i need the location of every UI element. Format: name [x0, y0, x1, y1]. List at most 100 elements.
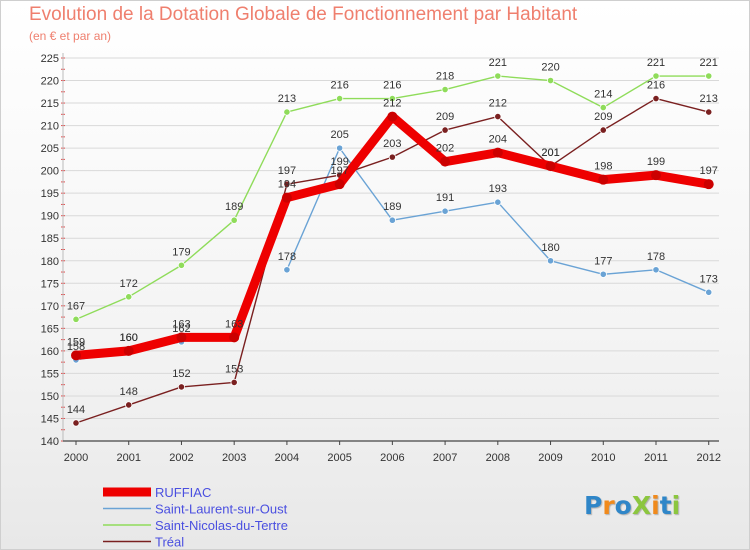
data-label: 218: [436, 71, 454, 83]
y-tick-label: 215: [41, 98, 59, 110]
data-label: 198: [594, 161, 612, 173]
data-label: 212: [489, 98, 507, 110]
logo-letter: i: [651, 491, 660, 520]
y-tick-label: 160: [41, 346, 59, 358]
data-label: 209: [594, 111, 612, 123]
data-point: [388, 94, 396, 103]
data-label: 213: [278, 93, 296, 105]
data-label: 201: [541, 147, 559, 159]
data-point: [651, 170, 661, 181]
data-label: 179: [172, 246, 190, 258]
data-point: [599, 126, 607, 134]
legend-label: Tréal: [155, 535, 184, 550]
proxiti-logo: ProXiti: [584, 491, 680, 520]
data-point: [72, 315, 80, 323]
series-ruffiac: [71, 111, 714, 361]
data-point: [123, 345, 134, 356]
logo-letter: t: [659, 491, 672, 520]
data-point: [494, 198, 502, 206]
data-point: [599, 103, 607, 112]
data-point: [492, 147, 503, 158]
data-label: 177: [594, 255, 612, 267]
data-label: 209: [436, 111, 454, 123]
x-tick-label: 2008: [486, 452, 510, 464]
data-label: 214: [594, 89, 612, 101]
data-label: 160: [120, 332, 138, 344]
y-tick-label: 180: [41, 256, 59, 268]
logo-letter: o: [614, 491, 632, 520]
chart-title: Evolution de la Dotation Globale de Fonc…: [29, 4, 578, 25]
data-label: 197: [330, 165, 348, 177]
x-tick-label: 2001: [116, 452, 140, 464]
logo-letter: P: [584, 491, 603, 520]
data-label: 172: [120, 278, 138, 290]
x-tick-label: 2009: [538, 452, 562, 464]
data-point: [230, 378, 238, 387]
data-point: [599, 270, 607, 278]
data-point: [388, 153, 396, 161]
data-point: [598, 174, 609, 185]
x-tick-label: 2004: [275, 452, 299, 464]
data-point: [441, 85, 449, 94]
data-point: [334, 179, 345, 190]
data-label: 180: [541, 242, 559, 254]
x-tick-label: 2000: [64, 452, 88, 464]
data-point: [283, 266, 291, 274]
data-point: [336, 144, 344, 152]
y-tick-label: 155: [41, 368, 59, 380]
data-label: 213: [700, 93, 718, 105]
y-tick-label: 170: [41, 301, 59, 313]
data-label: 203: [383, 138, 401, 150]
series-saint-nicolas-du-tertre: [72, 72, 713, 323]
data-point: [705, 288, 713, 296]
y-tick-label: 210: [41, 121, 59, 133]
y-tick-label: 225: [41, 53, 59, 65]
data-label: 163: [225, 318, 243, 330]
data-label: 204: [489, 134, 507, 146]
data-label: 167: [67, 300, 85, 312]
y-tick-label: 165: [41, 323, 59, 335]
chart-subtitle: (en € et par an): [29, 29, 112, 43]
axis-layer: 1401451501551601651701751801851901952002…: [41, 53, 721, 464]
data-label: 212: [383, 98, 401, 110]
data-point: [125, 293, 133, 301]
data-label: 220: [541, 62, 559, 74]
data-label: 221: [489, 57, 507, 69]
data-point: [176, 332, 187, 343]
data-label: 158: [67, 341, 85, 353]
data-label: 173: [700, 273, 718, 285]
y-tick-label: 140: [41, 436, 59, 448]
data-label: 216: [383, 80, 401, 92]
data-label: 221: [700, 57, 718, 69]
data-label: 199: [330, 156, 348, 168]
data-label: 152: [172, 368, 190, 380]
logo-letter: r: [602, 491, 615, 520]
data-point: [281, 192, 292, 203]
y-tick-label: 150: [41, 391, 59, 403]
series-layer: [71, 72, 714, 427]
data-label: 148: [120, 386, 138, 398]
data-label: 163: [172, 318, 190, 330]
data-point: [440, 156, 451, 167]
series-line: [71, 112, 714, 360]
data-label: 189: [225, 201, 243, 213]
data-label: 189: [383, 201, 401, 213]
x-tick-label: 2007: [433, 452, 457, 464]
data-point: [652, 266, 660, 274]
data-label: 199: [647, 156, 665, 168]
data-label: 153: [225, 363, 243, 375]
data-point: [283, 180, 291, 188]
y-tick-label: 145: [41, 413, 59, 425]
data-label: 216: [330, 80, 348, 92]
legend: RUFFIAC Saint-Laurent-sur-OustSaint-Nicol…: [103, 485, 288, 549]
x-tick-label: 2003: [222, 452, 246, 464]
data-point: [652, 94, 660, 103]
y-tick-label: 190: [41, 211, 59, 223]
data-label: 191: [436, 192, 454, 204]
data-label: 194: [278, 179, 296, 191]
data-point: [652, 72, 660, 80]
data-point: [125, 401, 133, 409]
data-point: [705, 72, 713, 80]
data-label: 197: [278, 165, 296, 177]
data-point: [441, 126, 449, 134]
